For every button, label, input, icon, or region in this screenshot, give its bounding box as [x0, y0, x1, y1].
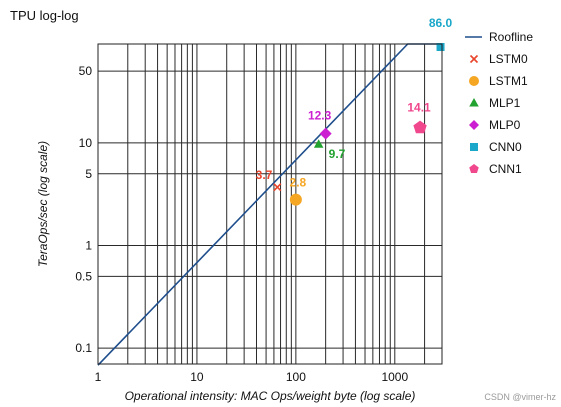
x-tick-label: 1	[95, 370, 102, 384]
y-tick-label: 50	[79, 64, 93, 78]
y-tick-label: 0.5	[75, 269, 92, 283]
marker-cnn0	[436, 43, 445, 52]
x-tick-label: 10	[190, 370, 204, 384]
watermark: CSDN @vimer-hz	[484, 392, 556, 402]
point-cnn1: 14.1	[407, 101, 431, 134]
legend-label: MLP1	[489, 96, 521, 110]
data-label-lstm0: 3.7	[256, 168, 273, 182]
y-tick-label: 5	[85, 167, 92, 181]
data-label-cnn0: 86.0	[429, 16, 453, 30]
y-tick-label: 1	[85, 238, 92, 252]
y-tick-label: 0.1	[75, 341, 92, 355]
legend-swatch	[469, 76, 479, 86]
tick-labels: 1 10 100 1000 0.1 0.5 1 5 10 50	[75, 64, 408, 384]
legend-item-lstm1: LSTM1	[469, 74, 528, 88]
legend-item-lstm0: LSTM0	[469, 52, 528, 66]
legend-swatch	[469, 120, 479, 130]
x-tick-label: 1000	[381, 370, 408, 384]
legend-label: CNN1	[489, 162, 522, 176]
marker-mlp0	[319, 127, 332, 140]
legend-label: MLP0	[489, 118, 521, 132]
legend: Roofline LSTM0 LSTM1 MLP1 MLP0 CNN0 CNN1	[465, 30, 533, 176]
marker-lstm0	[273, 183, 282, 192]
legend-label: LSTM0	[489, 52, 528, 66]
plot-frame	[97, 43, 443, 365]
x-axis-label: Operational intensity: MAC Ops/weight by…	[125, 389, 416, 403]
data-label-mlp1: 9.7	[329, 147, 346, 161]
data-points: 3.7 2.8 9.7 12.3 86.0 14.1	[256, 16, 453, 206]
legend-item-cnn0: CNN0	[470, 140, 522, 154]
marker-mlp1	[313, 139, 324, 148]
marker-cnn1	[413, 120, 427, 134]
legend-item-cnn1: CNN1	[469, 162, 522, 176]
point-lstm0: 3.7	[256, 168, 282, 192]
legend-swatch	[469, 164, 479, 174]
legend-item-mlp1: MLP1	[469, 96, 521, 110]
grid	[98, 44, 442, 364]
point-cnn0: 86.0	[429, 16, 453, 52]
x-tick-label: 100	[286, 370, 306, 384]
point-mlp1: 9.7	[313, 139, 346, 161]
legend-swatch	[469, 98, 479, 107]
data-label-mlp0: 12.3	[308, 109, 332, 123]
marker-lstm1	[289, 193, 302, 206]
data-label-lstm1: 2.8	[290, 176, 307, 190]
y-tick-label: 10	[79, 136, 93, 150]
y-axis-label: TeraOps/sec (log scale)	[36, 141, 50, 267]
legend-swatch	[469, 54, 479, 64]
legend-swatch	[470, 143, 478, 151]
legend-label: Roofline	[489, 30, 533, 44]
legend-label: LSTM1	[489, 74, 528, 88]
point-mlp0: 12.3	[308, 109, 332, 140]
legend-item-roofline: Roofline	[465, 30, 533, 44]
point-lstm1: 2.8	[290, 176, 307, 206]
legend-item-mlp0: MLP0	[469, 118, 521, 132]
chart-title: TPU log-log	[10, 8, 79, 23]
data-label-cnn1: 14.1	[407, 101, 431, 115]
legend-label: CNN0	[489, 140, 522, 154]
